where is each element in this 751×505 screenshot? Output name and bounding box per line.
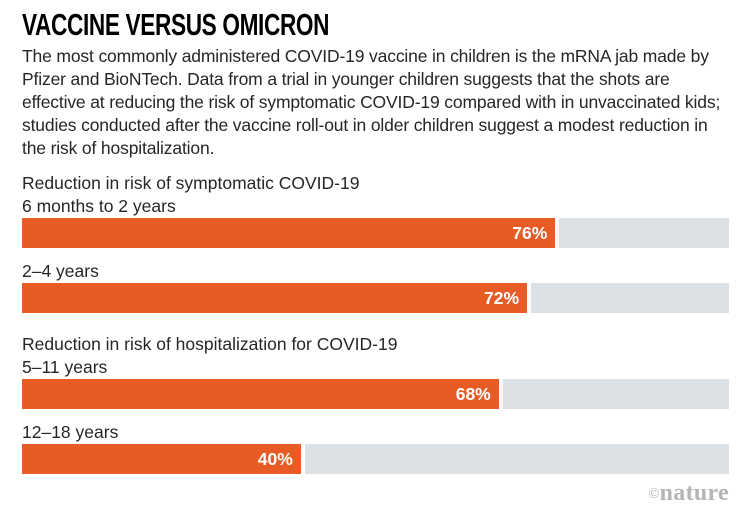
bar-fill: 76% bbox=[22, 218, 560, 248]
bar-value: 40% bbox=[257, 448, 293, 469]
bar-track: 68% bbox=[22, 379, 729, 409]
bar-row: 5–11 years 68% bbox=[22, 356, 729, 409]
credit: ©nature bbox=[22, 481, 729, 505]
bar-label: 2–4 years bbox=[22, 261, 99, 281]
bar-fill: 68% bbox=[22, 379, 503, 409]
bar-label: 5–11 years bbox=[22, 357, 108, 377]
section-header: Reduction in risk of hospitalization for… bbox=[22, 334, 398, 354]
bar-row: 2–4 years 72% bbox=[22, 260, 729, 313]
bar-row: 12–18 years 40% bbox=[22, 421, 729, 474]
chart-section: Reduction in risk of symptomatic COVID-1… bbox=[22, 172, 729, 313]
copyright-icon: © bbox=[648, 486, 660, 502]
bar-track: 40% bbox=[22, 444, 729, 474]
chart-section: Reduction in risk of hospitalization for… bbox=[22, 333, 729, 474]
bar-track: 72% bbox=[22, 283, 729, 313]
credit-name: nature bbox=[659, 480, 729, 505]
bar-chart: Reduction in risk of symptomatic COVID-1… bbox=[22, 172, 729, 474]
page-title: VACCINE VERSUS OMICRON bbox=[22, 7, 330, 42]
bar-label: 6 months to 2 years bbox=[22, 196, 176, 216]
bar-fill: 40% bbox=[22, 444, 305, 474]
intro-text: The most commonly administered COVID-19 … bbox=[22, 46, 721, 158]
bar-track: 76% bbox=[22, 218, 729, 248]
bar-label: 12–18 years bbox=[22, 422, 119, 442]
bar-fill: 72% bbox=[22, 283, 532, 313]
bar-value: 72% bbox=[484, 287, 520, 308]
bar-value: 68% bbox=[455, 383, 491, 404]
bar-row: 6 months to 2 years 76% bbox=[22, 195, 729, 248]
bar-value: 76% bbox=[512, 222, 548, 243]
section-header: Reduction in risk of symptomatic COVID-1… bbox=[22, 173, 360, 193]
